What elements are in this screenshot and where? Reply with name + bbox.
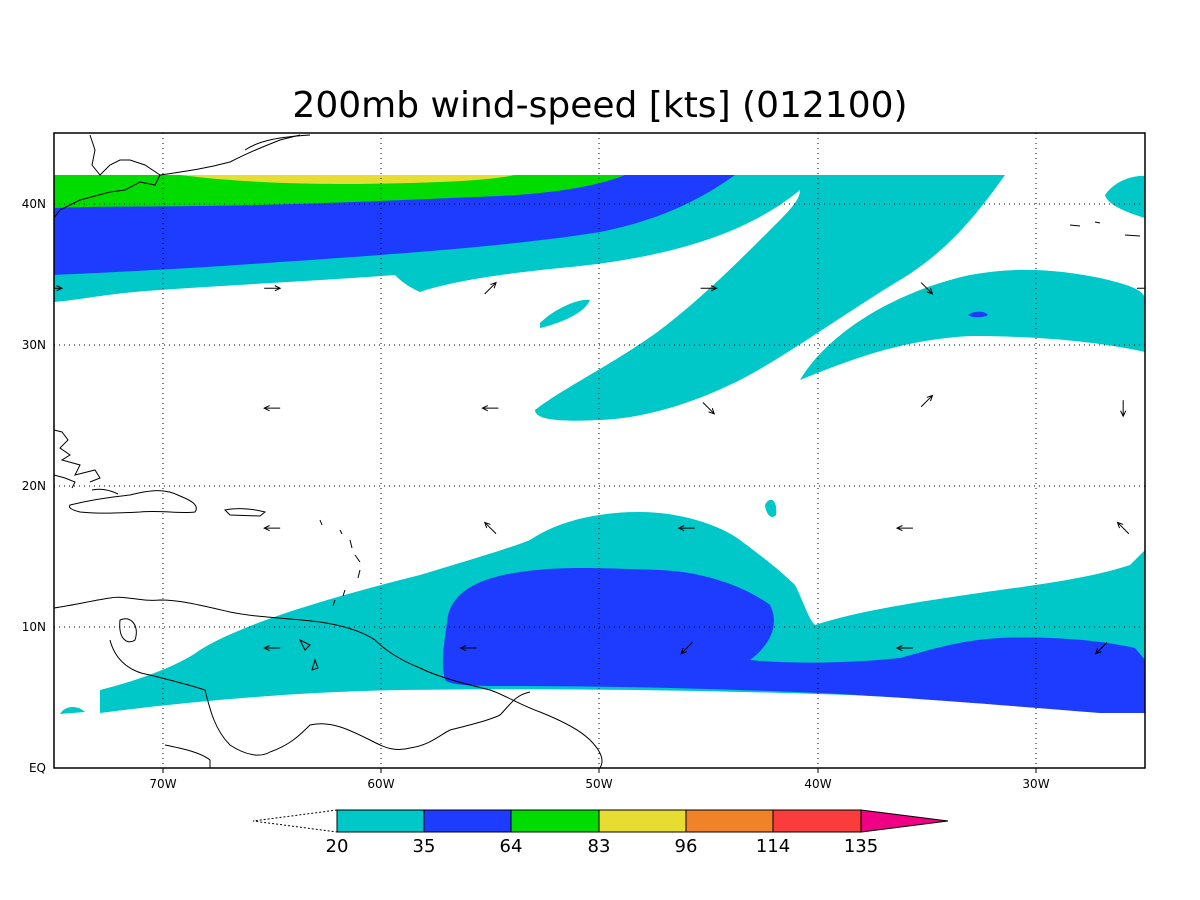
colorbar: 20 35 64 83 96 114 135 xyxy=(252,809,949,857)
shade-20-35-east-band xyxy=(800,269,1145,380)
colorbar-low-triangle xyxy=(252,809,338,833)
y-tick-label: 40N xyxy=(22,197,46,211)
wind-vector-arrow xyxy=(1116,521,1130,535)
colorbar-label: 83 xyxy=(588,836,611,857)
y-tick-label: 30N xyxy=(22,338,46,352)
wind-vector-arrow xyxy=(263,405,281,412)
wind-vector-arrow xyxy=(263,644,281,652)
wind-vector-arrow xyxy=(702,402,716,415)
wind-vector-arrow xyxy=(920,282,934,295)
wind-vector-arrow xyxy=(264,285,282,292)
wind-vector-arrow xyxy=(1137,287,1145,289)
colorbar-label: 20 xyxy=(326,836,349,857)
x-tick-label: 40W xyxy=(804,777,831,791)
colorbar-label: 64 xyxy=(500,836,523,857)
wind-vector-arrow xyxy=(484,281,497,295)
x-tick-label: 30W xyxy=(1022,777,1049,791)
wind-vector-arrow xyxy=(920,394,934,408)
plot-area xyxy=(54,133,1145,768)
shade-20-35-tiny-west xyxy=(60,706,85,714)
x-tick-label: 60W xyxy=(367,777,394,791)
shade-20-35-small-patch xyxy=(540,299,590,328)
colorbar-swatch xyxy=(423,809,512,833)
y-axis-ticks: EQ 10N 20N 30N 40N xyxy=(22,197,46,775)
wind-vector-arrow xyxy=(483,521,497,535)
colorbar-label: 114 xyxy=(756,836,790,857)
wind-vector-arrow xyxy=(1120,400,1127,418)
chart-title: 200mb wind-speed [kts] (012100) xyxy=(292,85,907,126)
colorbar-swatch xyxy=(772,809,862,833)
colorbar-swatch xyxy=(598,809,687,833)
y-tick-label: EQ xyxy=(29,761,46,775)
wind-vector-arrow xyxy=(680,642,693,655)
shade-35-64-tropics xyxy=(442,568,1145,713)
coastlines xyxy=(54,134,1141,768)
wind-vector-arrow xyxy=(263,525,281,532)
shade-64-83-jet xyxy=(54,175,625,208)
lat-lon-grid xyxy=(54,133,1145,768)
wind-vector-arrow xyxy=(895,644,913,652)
y-tick-label: 10N xyxy=(22,620,46,634)
wind-vector-arrow xyxy=(54,285,64,292)
y-tick-label: 20N xyxy=(22,479,46,493)
colorbar-label: 135 xyxy=(844,836,878,857)
x-axis-ticks: 70W 60W 50W 40W 30W xyxy=(149,768,1050,791)
shade-83-96-jet xyxy=(180,175,515,184)
wind-vector-arrow xyxy=(700,285,718,292)
colorbar-swatch xyxy=(685,809,774,833)
colorbar-high-triangle xyxy=(860,809,949,833)
x-tick-label: 70W xyxy=(149,777,176,791)
shade-20-35-patch-east xyxy=(765,499,777,517)
colorbar-swatch xyxy=(510,809,600,833)
colorbar-label: 35 xyxy=(413,836,436,857)
x-tick-label: 50W xyxy=(585,777,612,791)
wind-vector-arrow xyxy=(481,405,499,412)
wind-vector-arrow xyxy=(1094,642,1108,655)
colorbar-swatch xyxy=(336,809,425,833)
shade-35-64-small-dot xyxy=(968,311,988,318)
wind-vectors xyxy=(54,281,1145,655)
colorbar-label: 96 xyxy=(675,836,698,857)
wind-vector-arrow xyxy=(459,644,477,652)
wind-vector-arrow xyxy=(895,525,913,532)
wind-vector-arrow xyxy=(677,525,695,532)
shade-20-35-northeast-corner xyxy=(1105,175,1145,218)
